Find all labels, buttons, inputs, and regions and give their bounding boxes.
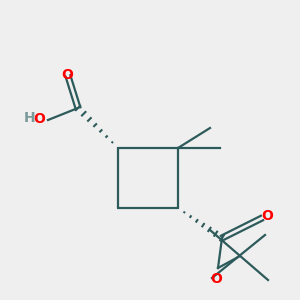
Text: O: O bbox=[210, 272, 222, 286]
Text: O: O bbox=[261, 209, 273, 223]
Text: O: O bbox=[33, 112, 45, 126]
Text: O: O bbox=[61, 68, 73, 82]
Text: H: H bbox=[23, 111, 35, 125]
